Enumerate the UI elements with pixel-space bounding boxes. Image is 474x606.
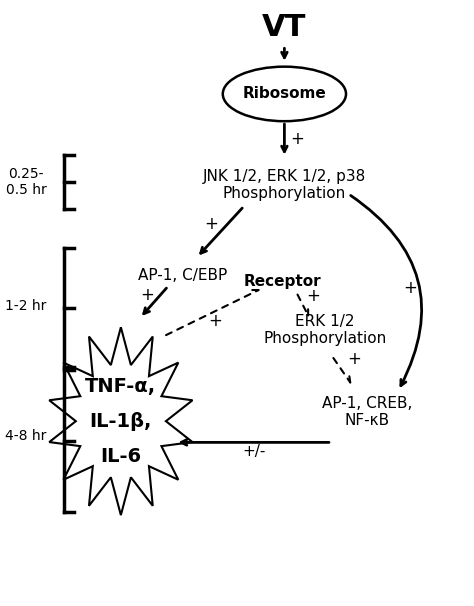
- Text: 4-8 hr: 4-8 hr: [5, 429, 47, 444]
- Text: JNK 1/2, ERK 1/2, p38
Phosphorylation: JNK 1/2, ERK 1/2, p38 Phosphorylation: [203, 168, 366, 201]
- Text: IL-6: IL-6: [100, 447, 141, 466]
- Text: TNF-α,: TNF-α,: [85, 376, 156, 396]
- Text: +/-: +/-: [242, 444, 265, 459]
- Text: AP-1, CREB,
NF-κB: AP-1, CREB, NF-κB: [322, 396, 412, 428]
- Text: VT: VT: [262, 13, 307, 42]
- Text: ERK 1/2
Phosphorylation: ERK 1/2 Phosphorylation: [263, 314, 386, 347]
- Text: Receptor: Receptor: [243, 275, 321, 289]
- Text: IL-1β,: IL-1β,: [90, 411, 152, 431]
- Text: +: +: [306, 287, 320, 305]
- Text: +: +: [140, 286, 154, 304]
- Text: +: +: [209, 312, 223, 330]
- Text: AP-1, C/EBP: AP-1, C/EBP: [138, 268, 227, 283]
- Text: +: +: [290, 130, 304, 148]
- Text: +: +: [204, 215, 218, 233]
- Text: +: +: [403, 279, 417, 297]
- Text: 1-2 hr: 1-2 hr: [5, 299, 47, 313]
- Text: 0.25-
0.5 hr: 0.25- 0.5 hr: [6, 167, 46, 197]
- Text: +: +: [347, 350, 362, 368]
- Text: Ribosome: Ribosome: [243, 87, 326, 101]
